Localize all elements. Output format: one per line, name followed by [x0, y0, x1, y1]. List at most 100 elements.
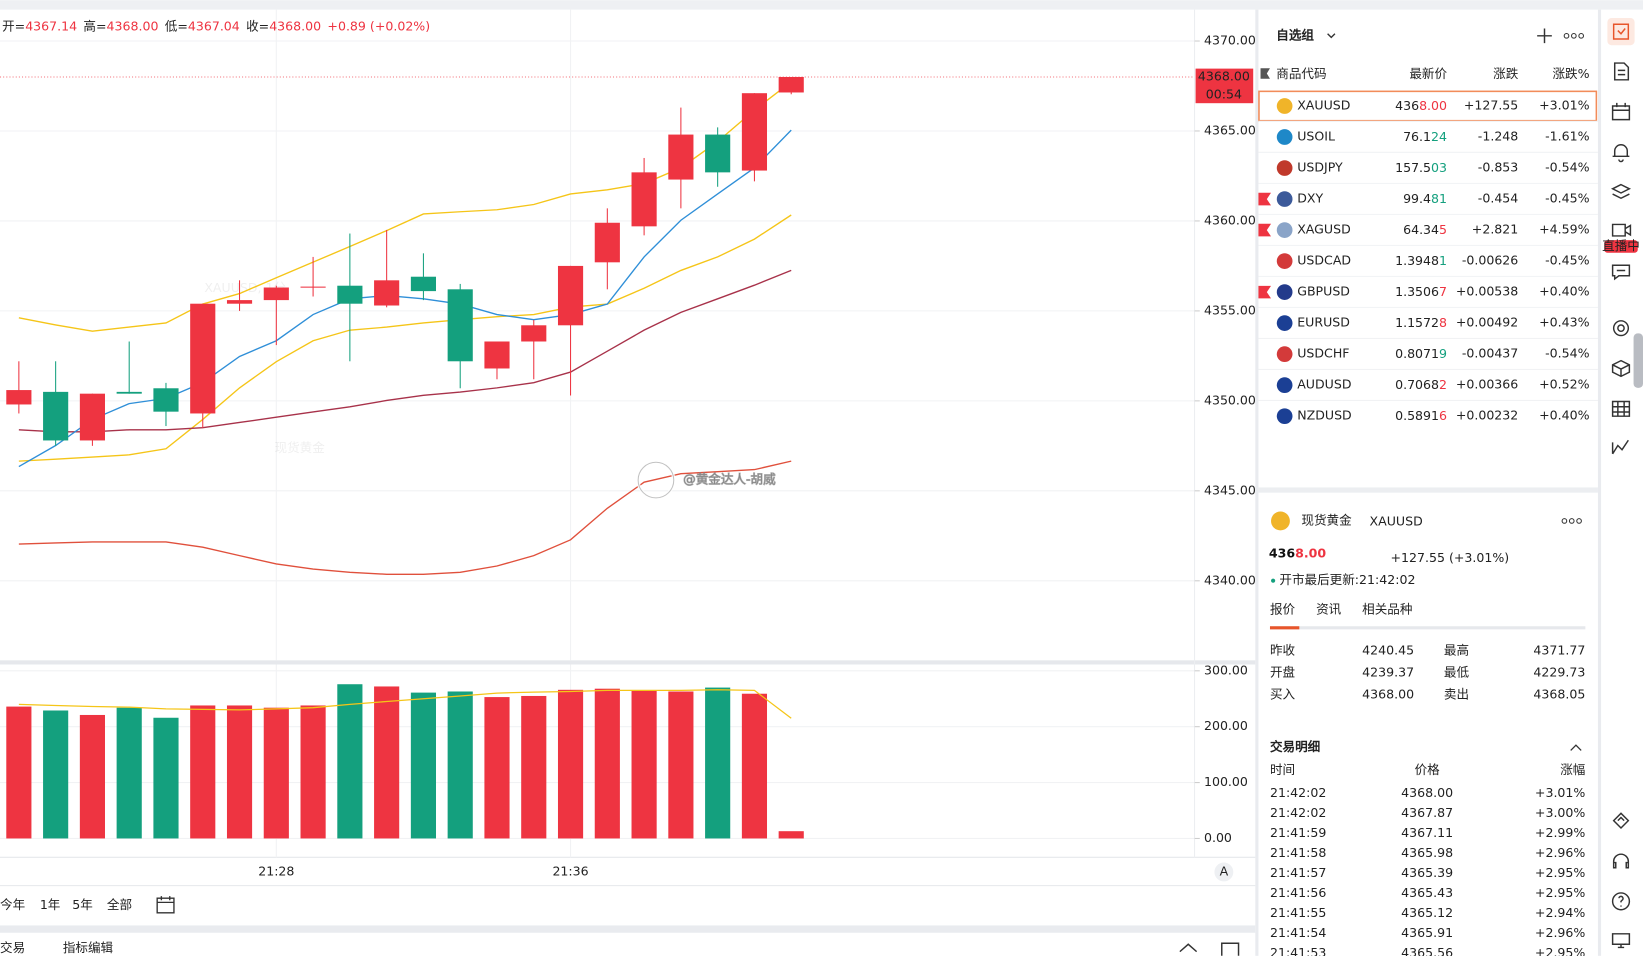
more-icon[interactable] [1568, 518, 1575, 524]
trade-price: 4365.39 [1401, 865, 1453, 880]
price-tail: 2 [1439, 377, 1447, 392]
symbol[interactable]: GBPUSD [1297, 284, 1350, 299]
column-header[interactable]: 涨跌 [1493, 66, 1519, 81]
sidebar-active-bg[interactable] [1607, 18, 1635, 46]
price-tail: 9 [1439, 346, 1447, 361]
symbol[interactable]: USOIL [1297, 129, 1335, 144]
trade-change: +2.96% [1535, 925, 1585, 940]
chat-icon[interactable] [1611, 264, 1631, 281]
live-icon[interactable] [1611, 223, 1632, 237]
last-price: 1.15728 [1395, 315, 1447, 330]
target-icon[interactable] [1612, 320, 1630, 337]
table-icon[interactable] [1611, 400, 1631, 417]
watchlist-group[interactable]: 自选组 [1276, 27, 1314, 42]
change: -0.454 [1478, 191, 1519, 206]
range-button[interactable]: 全部 [107, 897, 132, 912]
price-main: 1.3506 [1395, 284, 1439, 299]
symbol[interactable]: USDJPY [1297, 160, 1343, 175]
column-header[interactable]: 涨跌% [1552, 66, 1589, 81]
diamond-icon[interactable] [1612, 812, 1630, 830]
bottom-tab[interactable]: 指标编辑 [63, 940, 114, 955]
quote-name: 现货黄金 [1301, 512, 1352, 527]
volume-bar [447, 691, 473, 839]
trades-title: 交易明细 [1270, 739, 1320, 754]
range-button[interactable]: 今年 [0, 897, 25, 912]
candle-body [705, 134, 731, 173]
y-tick-label: 200.00 [1204, 718, 1248, 733]
scroll-handle[interactable] [1633, 333, 1643, 388]
feedback-icon[interactable] [1611, 933, 1631, 949]
volume-bar [631, 690, 657, 839]
ohlc-label: 低= [165, 18, 188, 33]
symbol[interactable]: EURUSD [1297, 315, 1350, 330]
symbol[interactable]: USDCHF [1297, 346, 1349, 361]
price-main: 0.8071 [1395, 346, 1439, 361]
volume-bar [190, 705, 216, 839]
candle-body [300, 286, 326, 288]
alert-icon[interactable] [1612, 144, 1630, 163]
symbol[interactable]: NZDUSD [1297, 408, 1352, 423]
add-icon[interactable] [1537, 28, 1552, 44]
symbol[interactable]: XAGUSD [1297, 222, 1351, 237]
volume-bar [153, 717, 179, 839]
last-price: 4368.00 [1395, 98, 1447, 113]
more-icon[interactable] [1561, 518, 1568, 524]
news-icon[interactable] [1613, 62, 1630, 81]
last-price: 64.345 [1403, 222, 1447, 237]
trades-column: 涨幅 [1560, 762, 1585, 777]
symbol-icon [1276, 222, 1293, 238]
quote-tab[interactable]: 资讯 [1316, 602, 1342, 617]
row-highlight-width [1258, 90, 1598, 122]
quote-tab[interactable]: 报价 [1270, 602, 1296, 617]
quote-tab[interactable]: 相关品种 [1362, 602, 1412, 617]
range-button[interactable]: 5年 [72, 897, 93, 912]
column-header[interactable]: 最新价 [1409, 66, 1447, 81]
more-icon[interactable] [1576, 518, 1582, 524]
symbol[interactable]: XAUUSD [1297, 98, 1350, 113]
axis-button-bg[interactable] [1214, 862, 1234, 882]
y-tick-label: 4360.00 [1204, 212, 1256, 227]
collapse-icon[interactable] [1179, 943, 1198, 953]
change: +0.00232 [1456, 408, 1518, 423]
candle-body [668, 134, 694, 180]
symbol[interactable]: USDCAD [1297, 253, 1351, 268]
more-icon[interactable] [1578, 32, 1585, 39]
support-icon[interactable] [1612, 853, 1630, 869]
dropdown-icon[interactable] [1327, 33, 1336, 39]
price-main: 1.3948 [1395, 253, 1439, 268]
trade-price: 4365.43 [1401, 885, 1453, 900]
more-icon[interactable] [1571, 32, 1577, 39]
range-button[interactable]: 1年 [40, 897, 61, 912]
layers-icon[interactable] [1610, 183, 1632, 200]
trade-change: +2.96% [1535, 845, 1585, 860]
calendar-icon[interactable] [1611, 102, 1631, 121]
symbol[interactable]: DXY [1297, 191, 1323, 206]
more-icon[interactable] [1563, 32, 1570, 39]
symbol[interactable]: AUDUSD [1297, 377, 1351, 392]
candle-body [631, 172, 657, 227]
bottom-divider [0, 925, 1256, 933]
cube-icon[interactable] [1611, 359, 1631, 378]
collapse-icon[interactable] [1570, 744, 1582, 751]
axis-button[interactable]: A [1220, 863, 1229, 878]
bottom-tab[interactable]: 交易 [0, 940, 25, 955]
chart-icon[interactable] [1611, 439, 1629, 455]
volume-bar [374, 686, 400, 839]
last-update: 最后更新:21:42:02 [1305, 572, 1416, 587]
watchlist-icon[interactable] [1612, 23, 1630, 40]
help-icon[interactable] [1611, 892, 1631, 911]
trade-price: 4365.12 [1401, 905, 1453, 920]
ohlc-label: 开= [2, 18, 25, 33]
candle-body [226, 300, 253, 304]
trades-column: 价格 [1415, 762, 1441, 777]
last-price-label: 4368.00 [1198, 68, 1250, 83]
price-tail: 24 [1431, 129, 1447, 144]
maximize-icon[interactable] [1221, 942, 1240, 956]
volume-bar [300, 705, 326, 839]
quote-price-tail: 8.00 [1295, 545, 1326, 560]
column-header[interactable]: 商品代码 [1276, 66, 1326, 81]
candle-body [43, 391, 69, 441]
change-percent: -0.45% [1545, 253, 1590, 268]
date-picker-icon[interactable] [156, 896, 175, 914]
symbol-icon [1276, 315, 1293, 331]
